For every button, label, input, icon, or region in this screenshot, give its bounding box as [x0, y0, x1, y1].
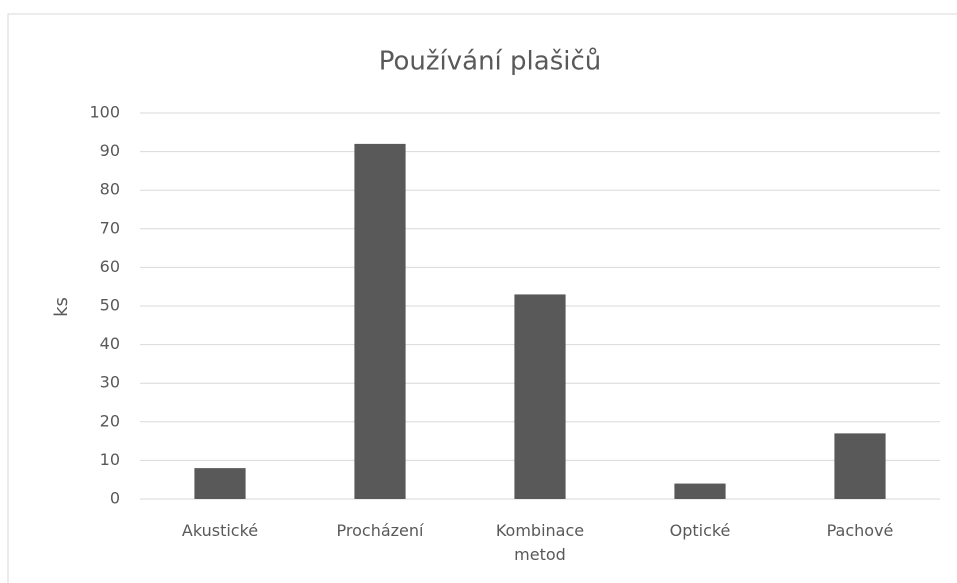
bar: [514, 294, 566, 499]
y-tick-label: 90: [100, 141, 120, 160]
y-tick-label: 40: [100, 334, 120, 353]
x-tick-label: Kombinace metod: [495, 521, 585, 564]
chart-border: [7, 13, 957, 583]
y-axis-label: ks: [51, 297, 72, 317]
y-tick-label: 10: [100, 450, 120, 469]
bar: [674, 483, 726, 499]
bar: [834, 433, 886, 499]
y-tick-label: 0: [110, 489, 120, 508]
y-tick-label: 30: [100, 373, 120, 392]
y-tick-label: 20: [100, 411, 120, 430]
y-tick-label: 60: [100, 257, 120, 276]
y-tick-label: 80: [100, 180, 120, 199]
bar: [194, 468, 246, 499]
y-tick-label: 70: [100, 218, 120, 237]
x-tick-label: Akustické: [181, 521, 259, 540]
chart-title: Používání plašičů: [379, 47, 602, 77]
y-tick-label: 100: [89, 103, 120, 122]
x-tick-label: Optické: [669, 521, 731, 540]
x-tick-label: Pachové: [826, 521, 894, 540]
bar: [354, 143, 406, 499]
y-tick-label: 50: [100, 296, 120, 315]
x-tick-label: Procházení: [336, 521, 424, 540]
